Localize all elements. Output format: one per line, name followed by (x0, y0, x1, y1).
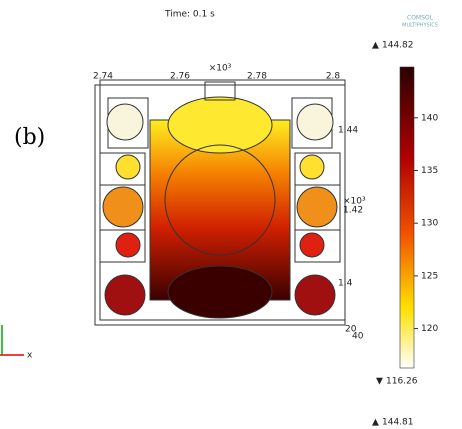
axis-tick: 2.74 (93, 72, 113, 82)
next-colorbar-max: 144.81 (382, 418, 414, 428)
axis-tick: 2.78 (247, 72, 267, 82)
triad-label: x (27, 351, 33, 361)
logo: MULTIPHYSICS (402, 23, 438, 29)
colorbar (399, 66, 415, 369)
axis-tick: 2.8 (326, 72, 341, 82)
colorbar-tick-label: 130 (421, 219, 438, 229)
axis-tick: 20 (345, 325, 357, 335)
panel-label: (b) (14, 125, 45, 150)
colorbar-tick-label: 120 (421, 324, 438, 334)
colorbar-tick-label: 140 (421, 113, 438, 123)
axis-multiplier: ×10³ (209, 64, 232, 74)
logo: COMSOL (407, 15, 434, 22)
time-label: Time: 0.1 s (164, 10, 215, 20)
axis-tick: 1.42 (343, 206, 363, 216)
next-colorbar-max-arrow: ▲ (372, 418, 379, 428)
colorbar-min-arrow: ▼ (376, 377, 383, 387)
axis-tick: 1.4 (338, 279, 353, 289)
axis-tick: 40 (352, 332, 364, 342)
axis-multiplier: ×10³ (343, 197, 366, 207)
colorbar-min: 116.26 (386, 377, 418, 387)
axis-tick: 2.76 (170, 72, 190, 82)
colorbar-max: 144.82 (382, 41, 414, 51)
axis-triad: x (0, 325, 33, 361)
colorbar-tick-label: 135 (421, 166, 438, 176)
axis-tick: 1.44 (338, 126, 358, 136)
colorbar-max-arrow: ▲ (372, 41, 379, 51)
geometry (94, 79, 346, 326)
colorbar-tick-label: 125 (421, 271, 438, 281)
